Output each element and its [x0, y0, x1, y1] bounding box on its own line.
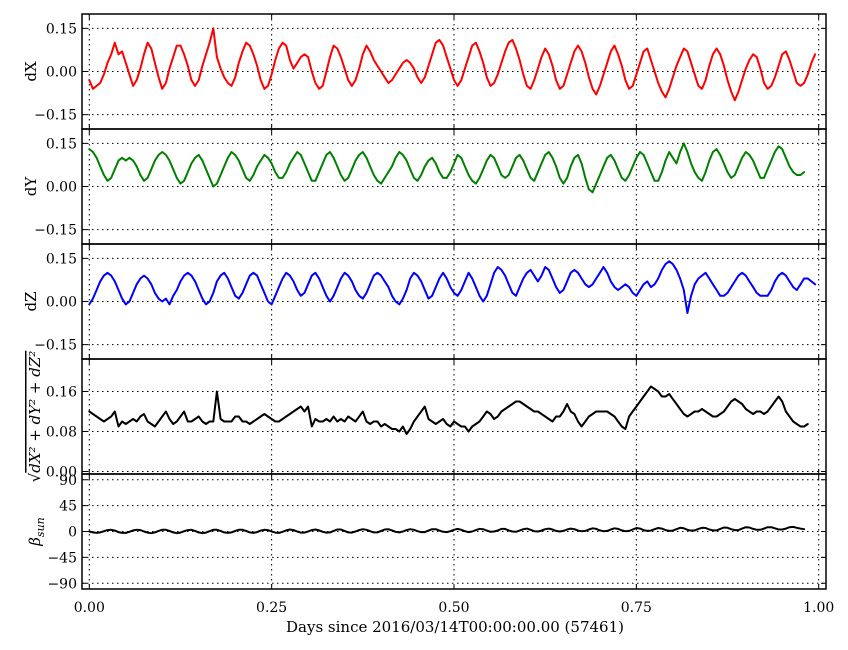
- y-tick-label: 0.00: [46, 180, 77, 196]
- x-tick-label: 0.25: [256, 600, 287, 616]
- y-tick-label: 0: [68, 525, 77, 541]
- series-line-norm: [88, 385, 809, 435]
- y-axis-label-dx: dX: [22, 61, 40, 82]
- x-axis-label: Days since 2016/03/14T00:00:00.00 (57461…: [286, 618, 624, 636]
- x-tick-label: 0.00: [74, 600, 105, 616]
- y-tick-label: −45: [47, 550, 77, 566]
- y-axis-label-norm: √dX² + dY² + dZ²: [26, 351, 44, 483]
- y-tick-label: −0.15: [34, 338, 77, 354]
- y-tick-label: 0.00: [46, 465, 77, 481]
- y-tick-label: −0.15: [34, 108, 77, 124]
- series-line-dz: [88, 260, 817, 314]
- y-tick-label: 45: [59, 499, 77, 515]
- x-tick-label: 0.50: [438, 600, 469, 616]
- panels: 0.15 0.00 −0.15 dX 0.15 0.00 −0.15 dY 0.15 0.00 −0…: [22, 13, 834, 616]
- series-line-dx: [88, 27, 817, 102]
- y-axis-label-beta-sun: βsun: [26, 517, 47, 547]
- y-tick-label: 0.16: [46, 385, 77, 401]
- panel-beta-sun: 90 45 0 −45 −90 βsun: [26, 473, 827, 592]
- y-tick-label: −0.15: [34, 223, 77, 239]
- series-line-beta-sun: [88, 525, 806, 535]
- y-tick-label: 90: [59, 473, 77, 489]
- x-tick-label: 1.00: [803, 600, 834, 616]
- panel-dx: 0.15 0.00 −0.15 dX: [22, 13, 827, 130]
- y-axis-label-dz: dZ: [22, 291, 40, 311]
- y-axis-label-dy: dY: [22, 176, 40, 197]
- y-tick-label: 0.15: [46, 251, 77, 267]
- y-tick-label: 0.15: [46, 21, 77, 37]
- y-tick-label: 0.00: [46, 65, 77, 81]
- series-line-dy: [88, 142, 806, 194]
- panel-norm: 0.16 0.08 0.00√dX² + dY² + dZ²: [26, 351, 827, 483]
- y-tick-label: −90: [47, 576, 77, 592]
- x-tick-label: 0.75: [621, 600, 652, 616]
- y-tick-label: 0.15: [46, 136, 77, 152]
- y-tick-label: 0.00: [46, 295, 77, 311]
- y-tick-label: 0.08: [46, 425, 77, 441]
